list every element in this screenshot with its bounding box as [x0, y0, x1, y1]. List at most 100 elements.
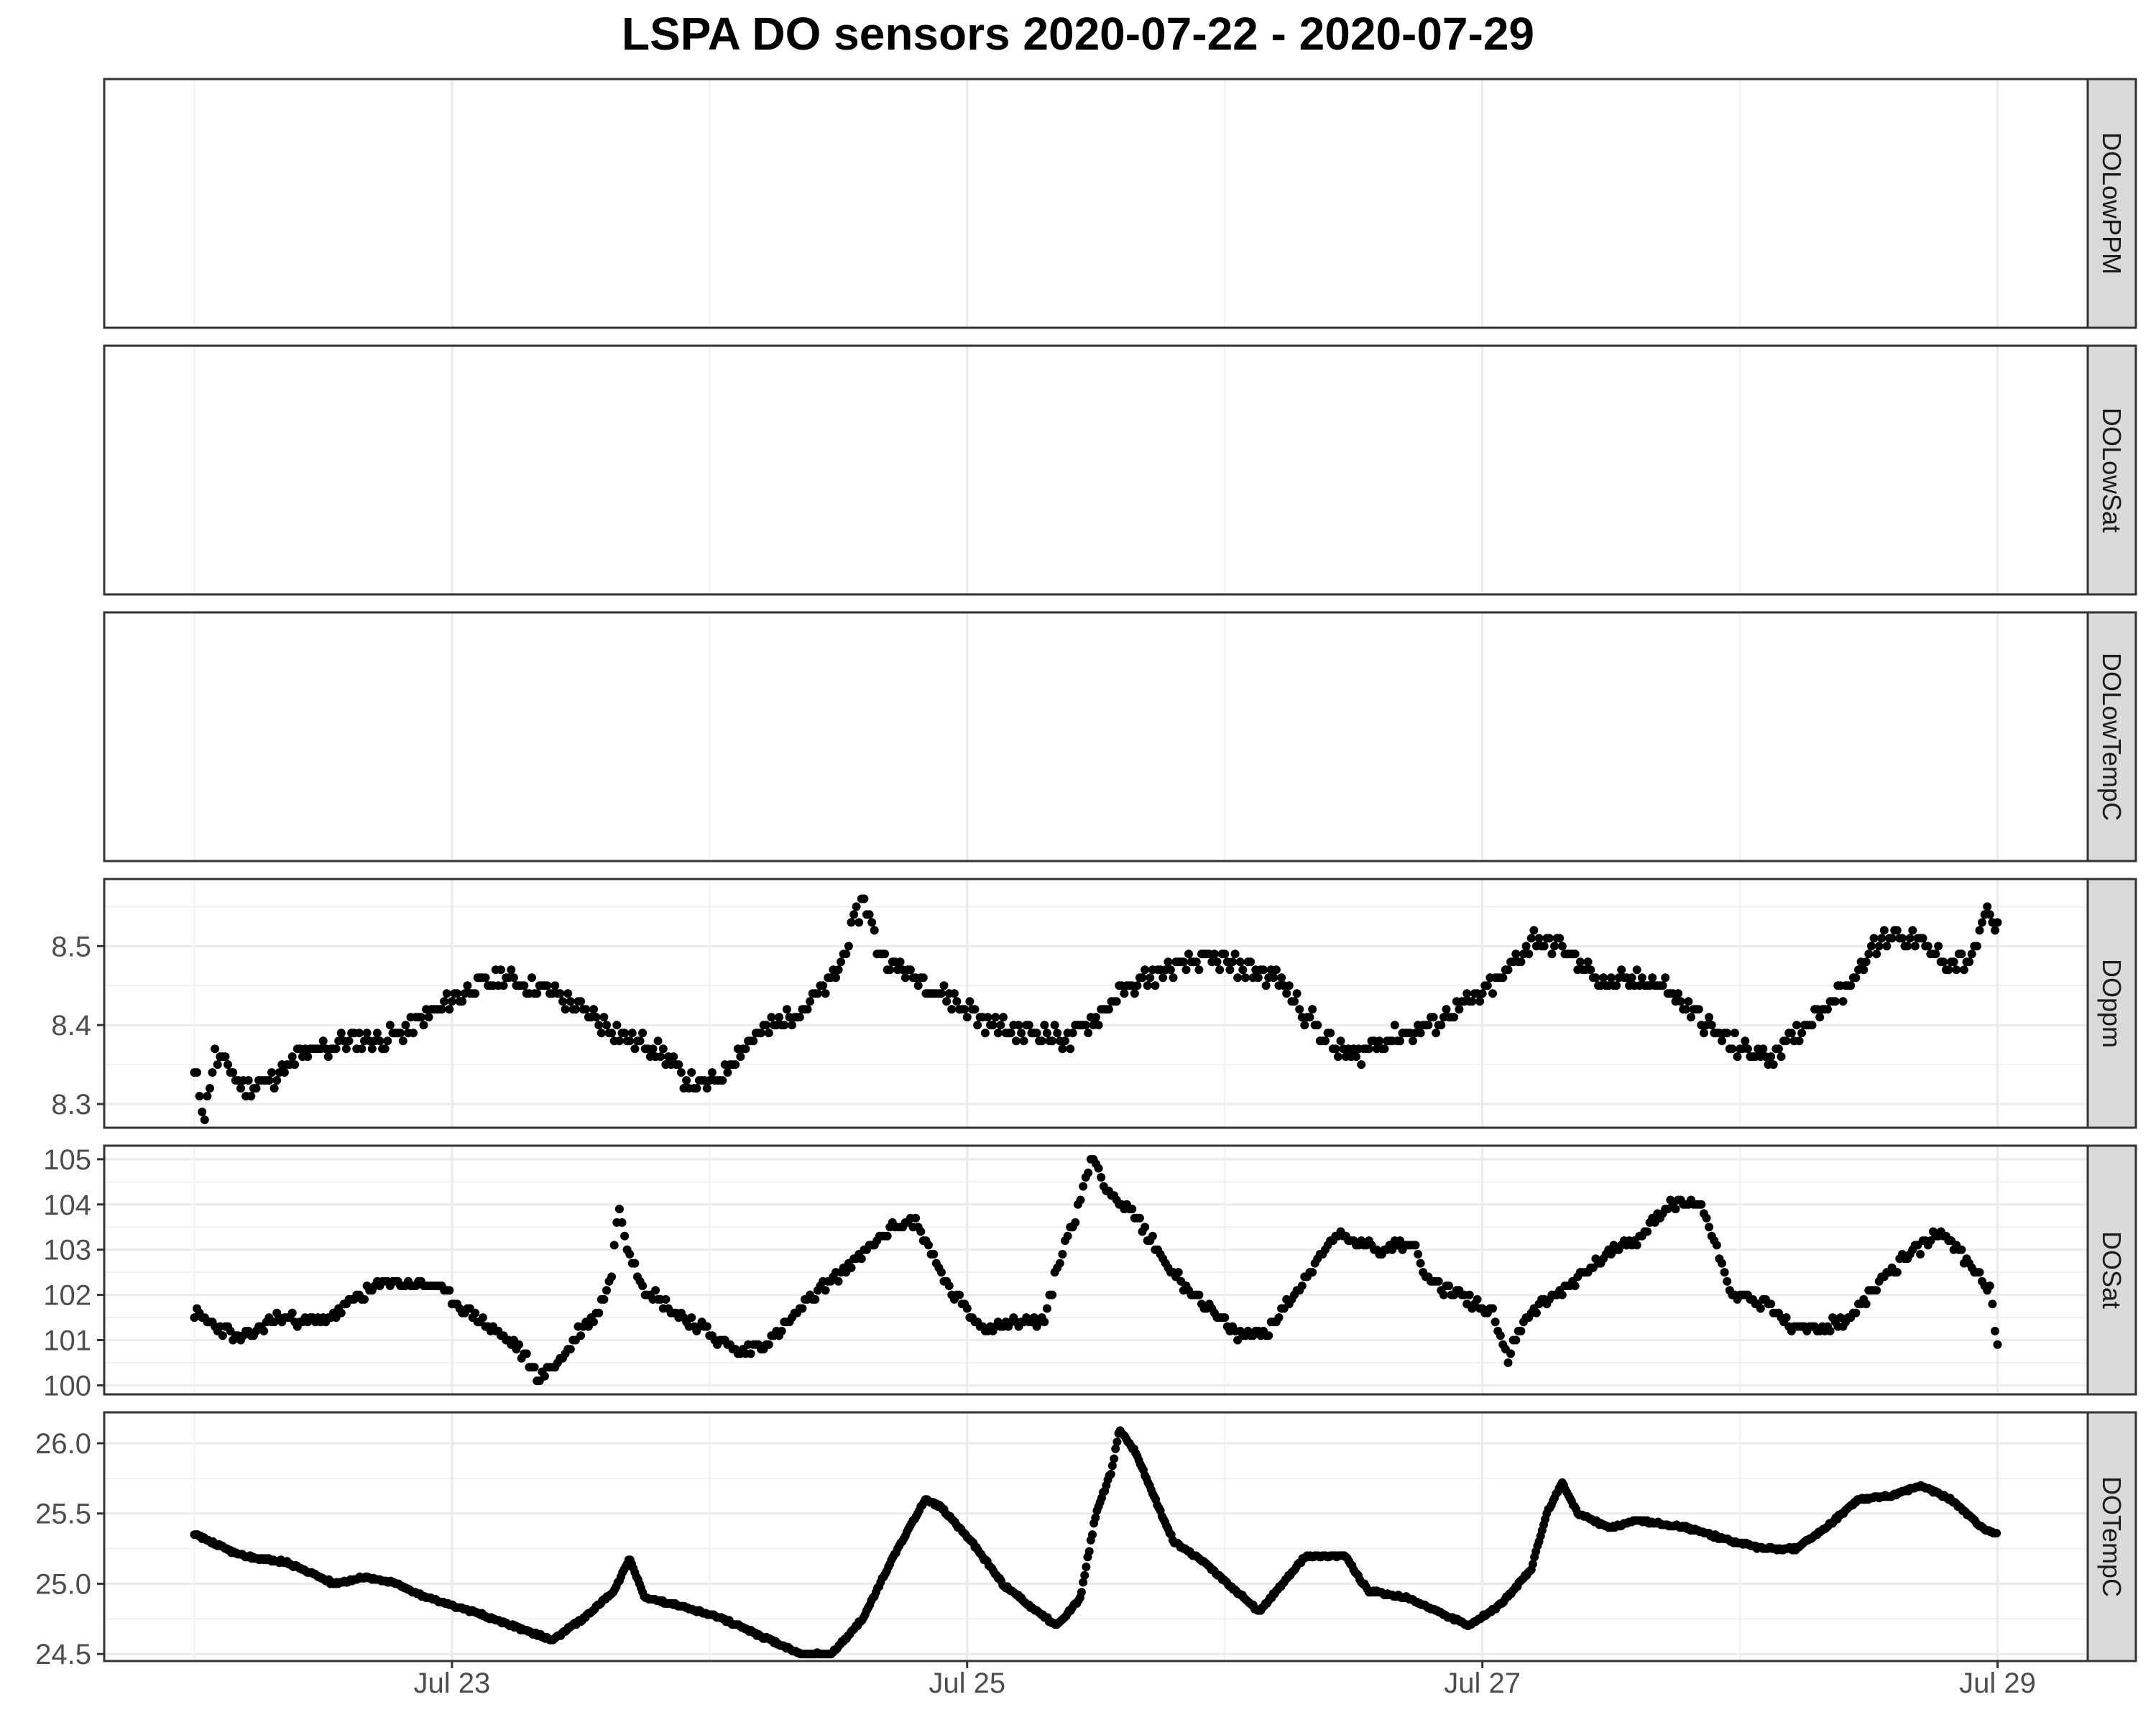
data-point-doppm: [594, 1021, 604, 1030]
data-point-doppm: [1066, 1044, 1075, 1054]
y-tick-label-dotempc: 26.0: [35, 1428, 91, 1460]
data-point-dosat: [1697, 1200, 1706, 1209]
data-point-doppm: [367, 1044, 377, 1054]
data-point-dosat: [540, 1371, 549, 1381]
data-point-doppm: [1058, 1044, 1067, 1054]
data-point-doppm: [1429, 1013, 1438, 1022]
data-point-dosat: [1220, 1313, 1230, 1322]
data-point-doppm: [1707, 1021, 1716, 1030]
data-point-doppm: [1815, 1013, 1825, 1022]
data-point-doppm: [831, 973, 840, 983]
data-point-doppm: [509, 973, 518, 983]
data-point-dosat: [1782, 1313, 1791, 1322]
data-point-doppm: [437, 1005, 446, 1014]
facet-strip-dotempc: [2086, 1411, 2137, 1662]
data-point-doppm: [991, 1013, 1000, 1022]
data-point-dosat: [1705, 1223, 1714, 1232]
data-point-doppm: [965, 997, 975, 1006]
data-point-doppm: [860, 894, 869, 903]
data-point-doppm: [849, 910, 859, 919]
data-point-doppm: [445, 1005, 454, 1014]
data-point-doppm: [1048, 1036, 1057, 1046]
data-point-doppm: [208, 1068, 217, 1077]
data-point-doppm: [1879, 926, 1889, 935]
data-point-doppm: [1637, 973, 1646, 983]
data-point-doppm: [806, 997, 815, 1006]
data-point-dosat: [630, 1259, 640, 1268]
data-point-dosat: [1465, 1290, 1474, 1300]
data-point-dosat: [599, 1294, 609, 1304]
data-point-doppm: [211, 1044, 220, 1054]
data-point-doppm: [1872, 949, 1881, 959]
data-point-dosat: [1148, 1231, 1157, 1241]
data-point-doppm: [1192, 957, 1201, 967]
y-tick-label-doppm: 8.4: [51, 1010, 91, 1041]
panel-background-dolowsat: [104, 346, 2088, 594]
data-point-dosat: [1491, 1317, 1500, 1327]
data-point-doppm: [1308, 1005, 1317, 1014]
data-point-doppm: [980, 1029, 990, 1038]
data-point-doppm: [1991, 926, 1999, 935]
data-point-dosat: [1671, 1205, 1680, 1214]
data-point-doppm: [372, 1029, 382, 1038]
data-point-doppm: [1684, 997, 1693, 1006]
data-point-doppm: [1972, 942, 1981, 951]
data-point-dosat: [1048, 1290, 1057, 1300]
data-point-doppm: [865, 910, 874, 919]
data-point-doppm: [1396, 1036, 1404, 1046]
data-point-doppm: [203, 1092, 212, 1101]
data-point-doppm: [949, 989, 959, 998]
data-point-doppm: [497, 965, 505, 975]
data-point-dosat: [1723, 1276, 1732, 1286]
data-point-doppm: [1259, 965, 1268, 975]
data-point-dosat: [924, 1241, 933, 1250]
data-point-doppm: [1983, 902, 1992, 911]
data-point-doppm: [1676, 997, 1685, 1006]
data-point-dotempc: [1080, 1570, 1089, 1580]
data-point-doppm: [1705, 1013, 1714, 1022]
y-tick-label-dotempc: 24.5: [35, 1639, 91, 1670]
data-point-doppm: [1141, 965, 1150, 975]
data-point-doppm: [270, 1084, 279, 1093]
data-point-dosat: [1892, 1268, 1902, 1277]
data-point-doppm: [837, 957, 846, 967]
data-point-doppm: [1246, 957, 1256, 967]
data-point-doppm: [1774, 1044, 1783, 1054]
data-point-dosat: [911, 1213, 921, 1223]
facet-strip-dolowsat: [2086, 344, 2137, 596]
data-point-doppm: [1017, 1029, 1026, 1038]
data-point-dotempc: [1107, 1461, 1117, 1471]
data-point-doppm: [1795, 1036, 1804, 1046]
data-point-doppm: [702, 1084, 711, 1093]
data-point-dosat: [777, 1326, 786, 1335]
data-point-doppm: [996, 1021, 1005, 1030]
data-point-doppm: [1215, 965, 1225, 975]
y-tick-label-dosat: 100: [43, 1370, 91, 1402]
data-point-doppm: [1769, 1060, 1778, 1070]
data-point-doppm: [1959, 965, 1968, 975]
data-point-doppm: [803, 1005, 812, 1014]
y-tick-label-dosat: 104: [43, 1190, 91, 1221]
data-point-doppm: [1931, 949, 1940, 959]
data-point-doppm: [543, 981, 552, 990]
data-point-doppm: [821, 989, 830, 998]
data-point-doppm: [1526, 934, 1536, 943]
data-point-doppm: [1442, 1005, 1451, 1014]
data-point-doppm: [1534, 934, 1544, 943]
data-point-doppm: [1759, 1044, 1768, 1054]
data-point-doppm: [918, 973, 928, 983]
data-point-doppm: [1516, 957, 1526, 967]
facet-strip-label-dolowppm: DOLowPPM: [2097, 132, 2127, 275]
data-point-dosat: [1825, 1326, 1835, 1335]
data-point-doppm: [1694, 1005, 1703, 1014]
data-point-doppm: [775, 1013, 784, 1022]
data-point-doppm: [1583, 957, 1593, 967]
data-point-doppm: [550, 981, 560, 990]
data-point-dosat: [955, 1290, 964, 1300]
data-point-doppm: [1305, 1013, 1314, 1022]
y-tick-label-dosat: 101: [43, 1325, 91, 1357]
data-point-dosat: [1439, 1290, 1448, 1300]
data-point-dosat: [1503, 1358, 1513, 1367]
data-point-doppm: [1787, 1029, 1796, 1038]
